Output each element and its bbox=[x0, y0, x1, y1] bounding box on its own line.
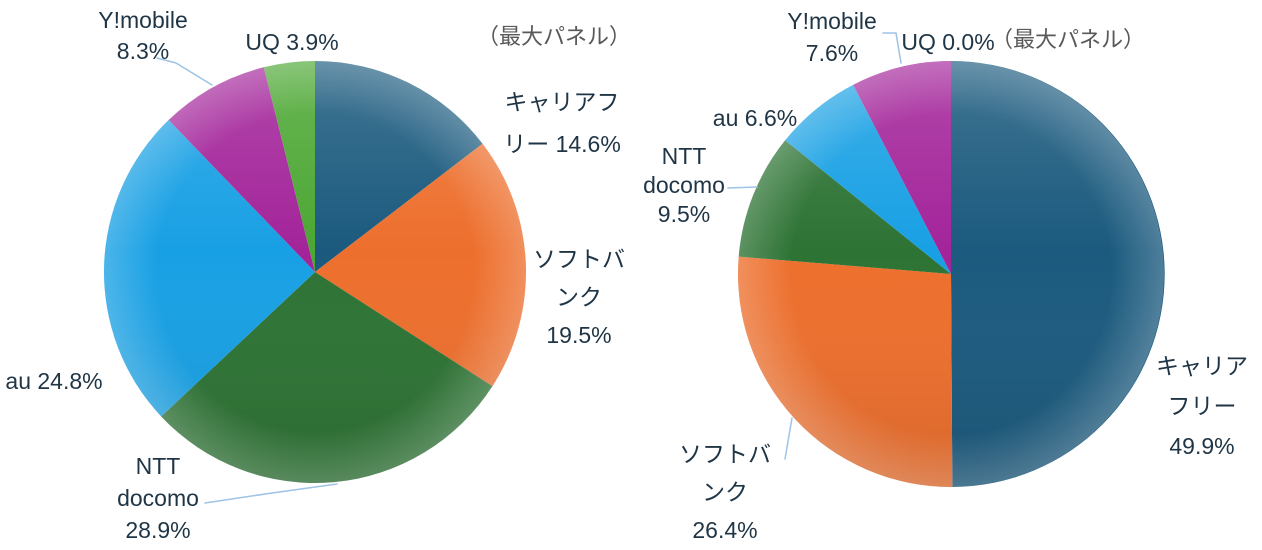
label-line: Y!mobile bbox=[787, 8, 877, 34]
label-line: フリー bbox=[1167, 393, 1237, 419]
chart-title-left: （最大パネル） bbox=[476, 24, 632, 49]
slice-label-y-mobile-left: Y!mobile 8.3% bbox=[98, 5, 187, 67]
leader-line-ntt-docomo-right bbox=[727, 186, 758, 189]
pie-rim-overlay-left bbox=[104, 61, 526, 483]
slice-label-y-mobile-right: Y!mobile 7.6% bbox=[787, 5, 876, 69]
label-line: Y!mobile bbox=[98, 7, 188, 33]
slice-label-uq-right: UQ 0.0% bbox=[901, 27, 994, 58]
chart-title-right: （最大パネル） bbox=[990, 27, 1146, 52]
label-line: UQ 3.9% bbox=[245, 29, 339, 55]
slice-label-carrier-free-right: キャリアフリー 49.9% bbox=[1156, 346, 1248, 466]
label-line: ソフトバ bbox=[533, 246, 625, 272]
slice-label-softbank-right: ソフトバンク 26.4% bbox=[679, 435, 771, 549]
label-line: 9.5% bbox=[657, 201, 711, 227]
slice-label-ntt-docomo-left: NTT docomo 28.9% bbox=[117, 450, 199, 546]
label-line: docomo bbox=[643, 172, 725, 198]
label-line: NTT bbox=[135, 453, 181, 479]
pie-shading-layer bbox=[104, 61, 1164, 487]
slice-label-carrier-free-left: キャリアフリー 14.6% bbox=[503, 81, 621, 165]
slice-label-au-right: au 6.6% bbox=[713, 103, 797, 134]
label-line: 28.9% bbox=[125, 517, 191, 543]
label-line: リー 14.6% bbox=[503, 131, 621, 157]
label-line: NTT bbox=[661, 143, 707, 169]
leader-line-softbank-right bbox=[784, 417, 793, 460]
leader-line-ntt-docomo-left bbox=[204, 483, 338, 504]
leader-line-y-mobile-left bbox=[156, 57, 213, 86]
leader-lines-layer bbox=[156, 32, 902, 504]
label-line: 19.5% bbox=[546, 322, 612, 348]
label-line: ンク bbox=[702, 479, 748, 505]
label-line: 7.6% bbox=[805, 40, 859, 66]
label-line: キャリア bbox=[1156, 353, 1248, 379]
pie-rim-overlay-right bbox=[738, 61, 1164, 487]
label-line: au 24.8% bbox=[5, 368, 103, 394]
label-line: キャリアフ bbox=[504, 89, 620, 115]
label-line: 49.9% bbox=[1169, 433, 1235, 459]
slice-label-au-left: au 24.8% bbox=[5, 366, 102, 397]
label-line: docomo bbox=[117, 485, 199, 511]
label-line: au 6.6% bbox=[712, 105, 798, 131]
slice-label-ntt-docomo-right: NTT docomo 9.5% bbox=[643, 142, 725, 229]
slice-label-softbank-left: ソフトバンク 19.5% bbox=[533, 240, 625, 354]
label-line: 26.4% bbox=[692, 517, 758, 543]
slice-label-uq-left: UQ 3.9% bbox=[245, 27, 338, 58]
label-line: ソフトバ bbox=[679, 441, 771, 467]
leader-line-uq-right bbox=[882, 32, 902, 64]
label-line: 8.3% bbox=[116, 38, 170, 64]
label-line: ンク bbox=[556, 284, 602, 310]
label-line: UQ 0.0% bbox=[901, 29, 995, 55]
